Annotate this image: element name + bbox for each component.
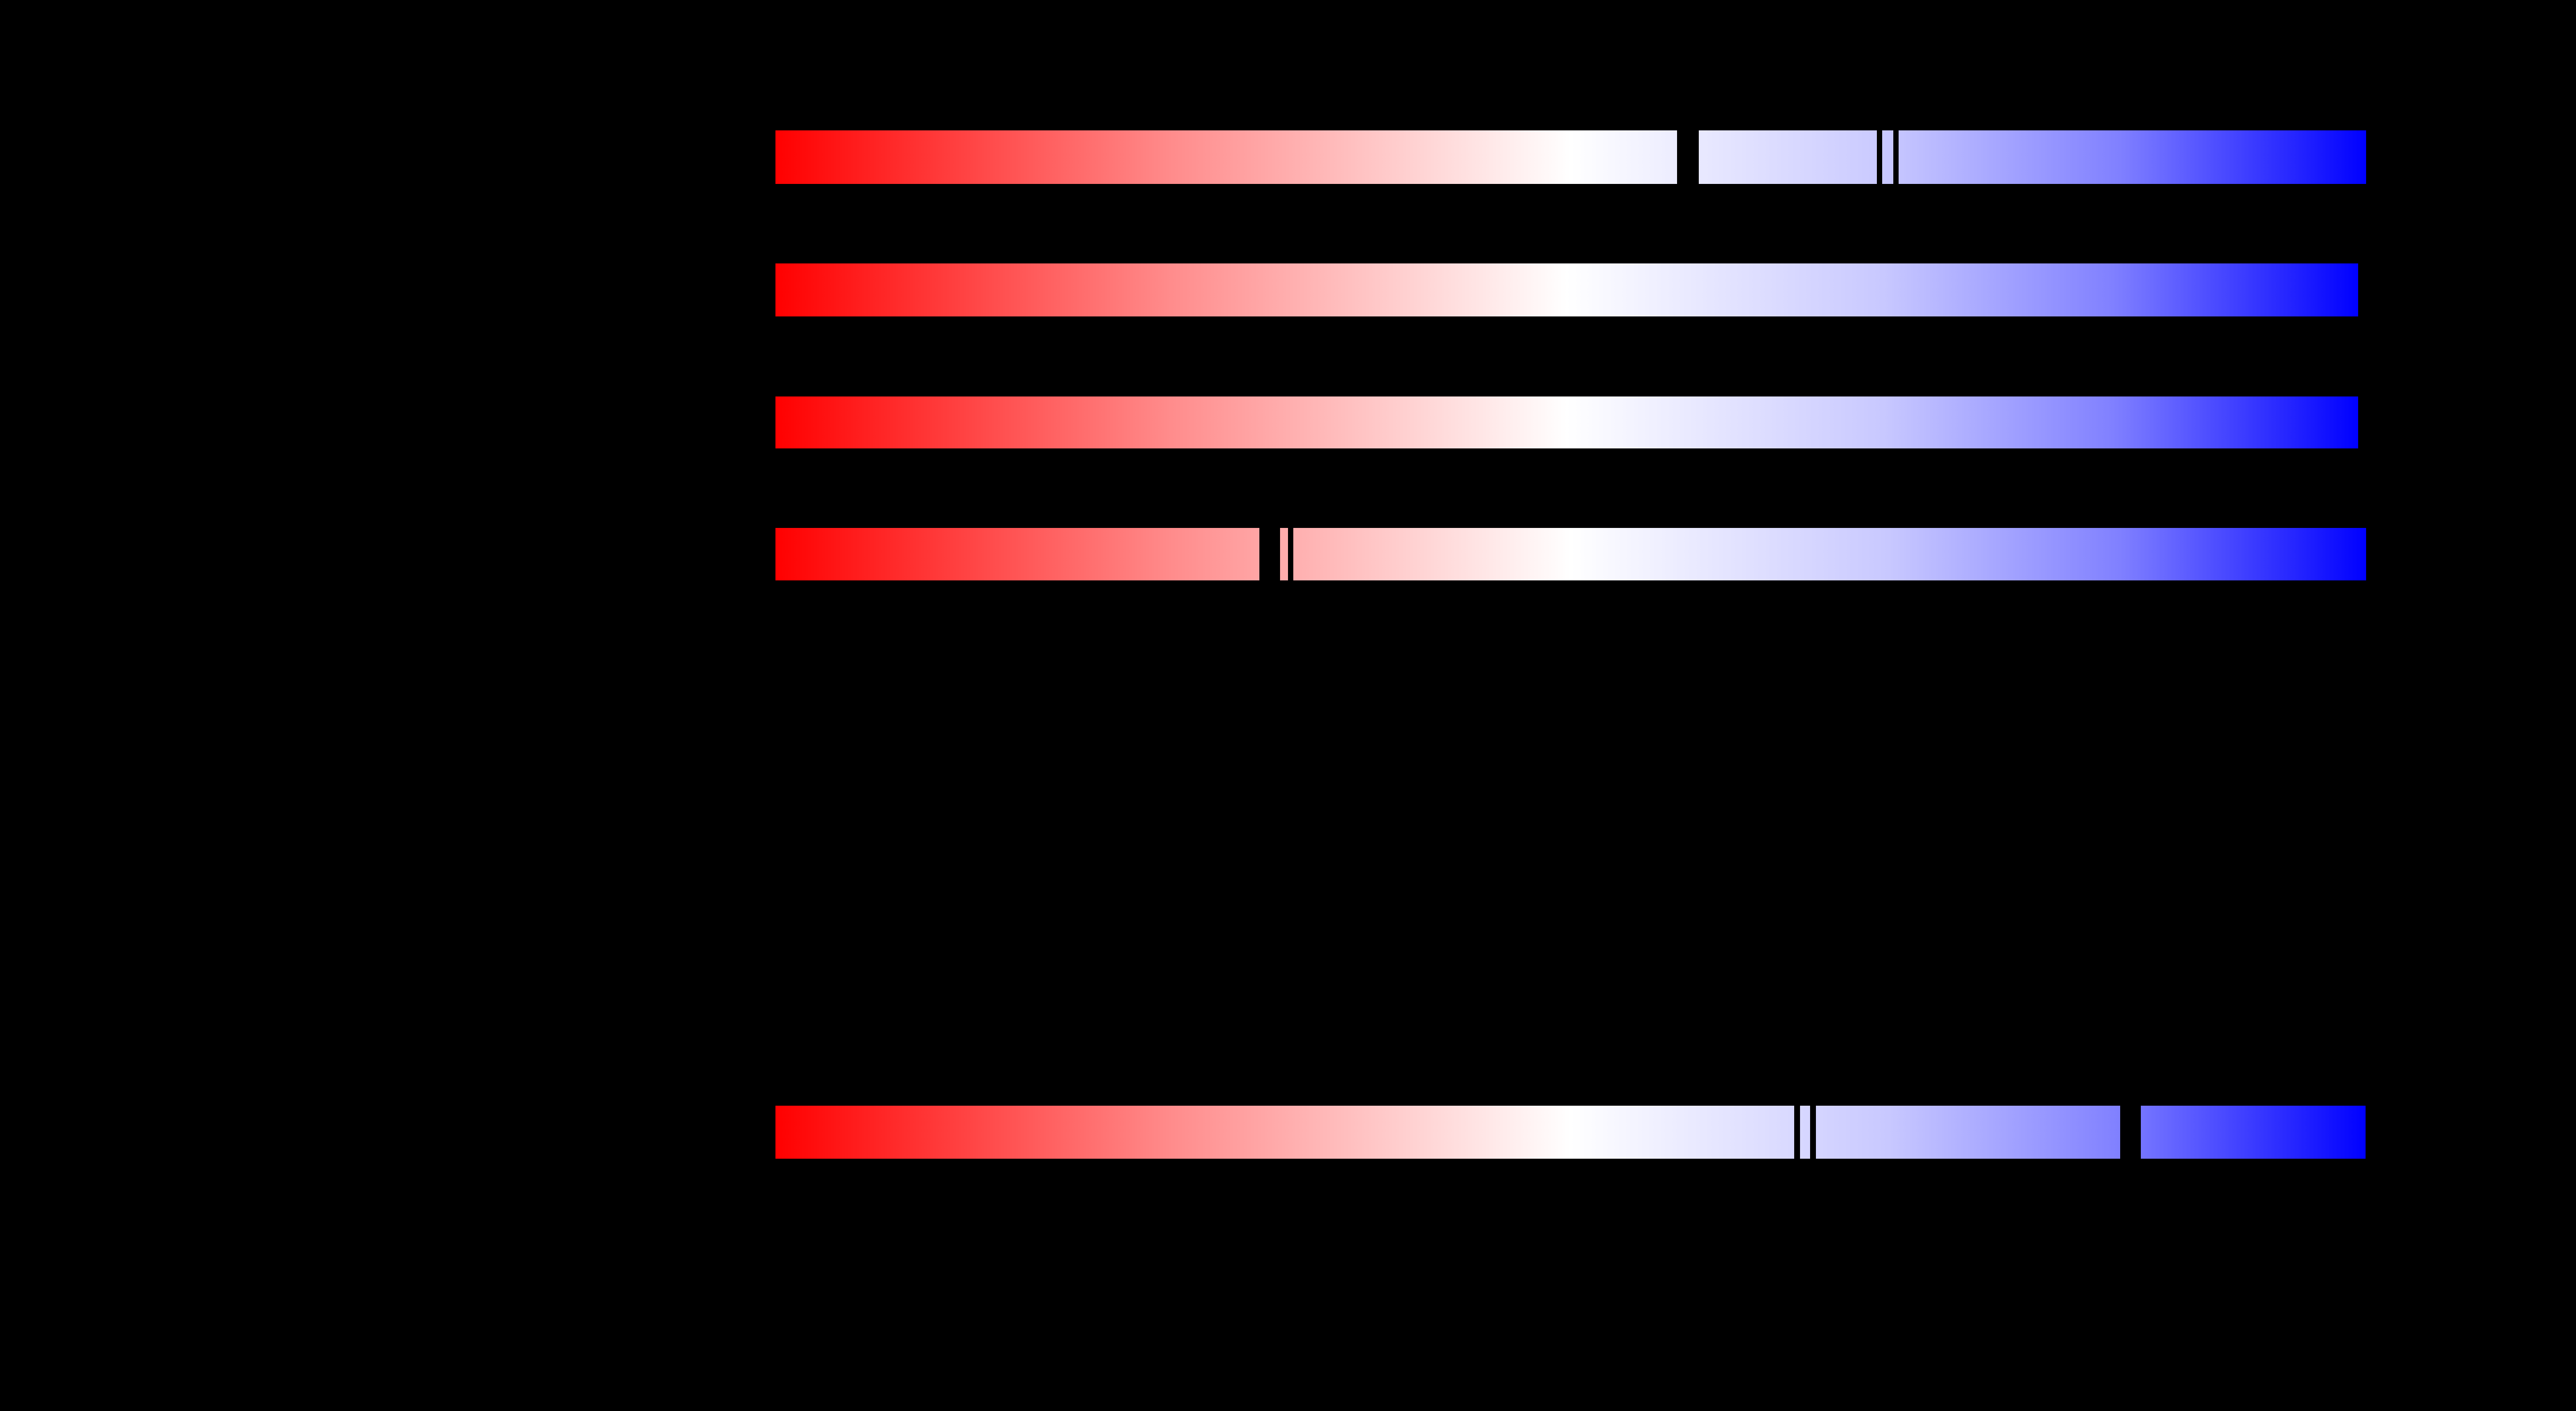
- strip-gap: [1288, 527, 1293, 581]
- strip-gap: [1259, 527, 1280, 581]
- gradient-strip-strip-3: [775, 396, 2358, 448]
- gradient-strip-strip-2: [775, 263, 2358, 316]
- strip-gap: [1810, 1105, 1816, 1159]
- strip-gap: [1893, 130, 1899, 184]
- strip-gap: [1877, 130, 1882, 184]
- strip-gap: [2120, 1105, 2141, 1159]
- strip-gap: [1677, 130, 1699, 184]
- strip-gap: [1794, 1105, 1800, 1159]
- gradient-strip-strip-4: [775, 527, 2366, 581]
- gradient-strip-strip-5: [775, 1105, 2366, 1159]
- gradient-strip-strip-1: [775, 130, 2366, 184]
